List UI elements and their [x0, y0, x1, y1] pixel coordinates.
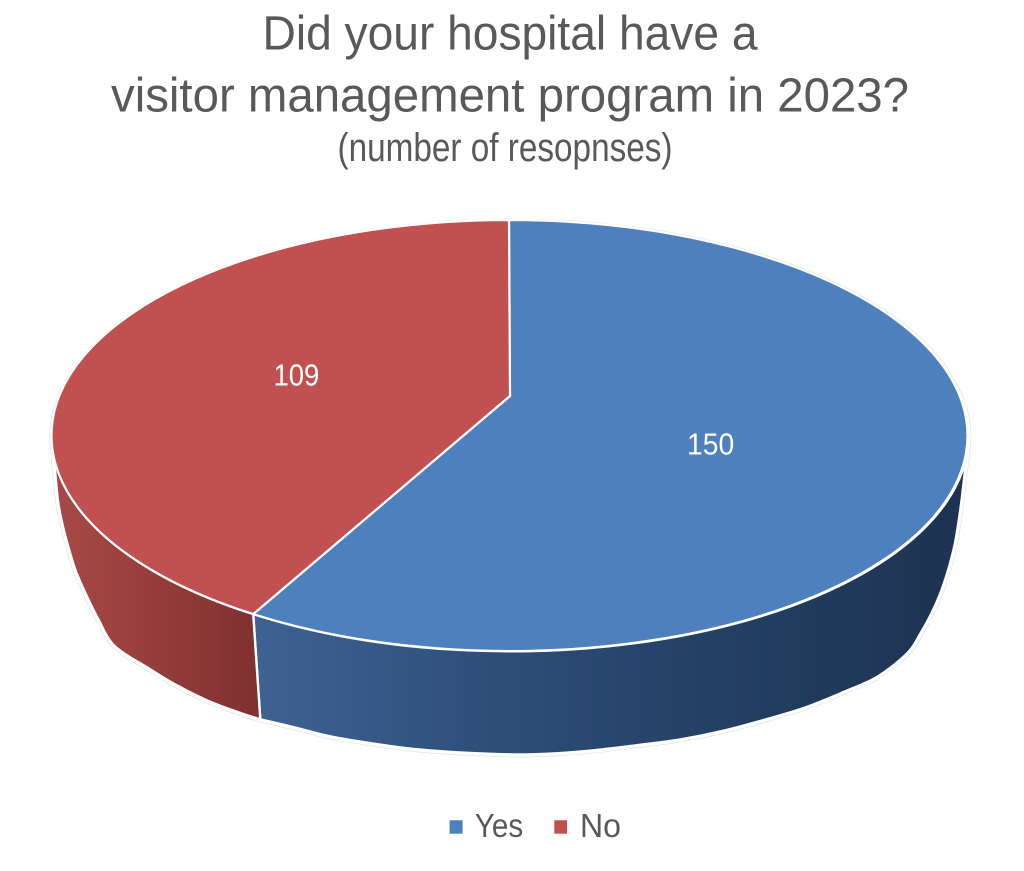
svg-text:Yes: Yes	[475, 807, 523, 844]
svg-text:No: No	[580, 807, 621, 844]
svg-text:visitor management program in: visitor management program in 2023?	[111, 69, 909, 122]
svg-text:109: 109	[273, 358, 319, 393]
svg-text:150: 150	[687, 426, 734, 461]
svg-text:(number of resopnses): (number of resopnses)	[338, 126, 673, 170]
svg-text:Did your hospital have a: Did your hospital have a	[263, 8, 758, 61]
